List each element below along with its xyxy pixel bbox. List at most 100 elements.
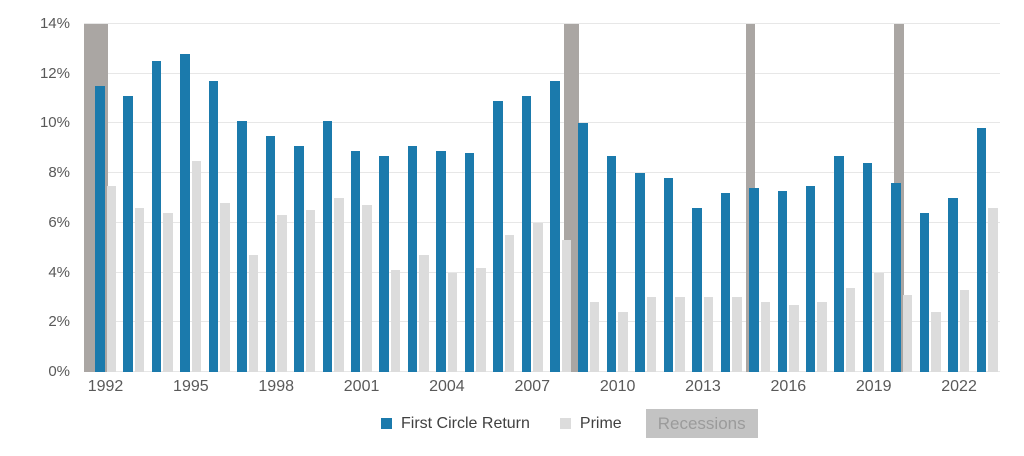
year-group [151,61,173,372]
year-group [322,120,344,372]
first-circle-bar [493,101,503,372]
first-circle-bar [862,163,873,372]
x-axis: 1992 1995 1998 2001 2004 2007 2010 2013 2016 2019… [84,378,1000,400]
year-group [862,163,884,372]
year-group [493,101,515,372]
prime-bar [760,302,771,372]
bars-row [95,24,998,372]
year-group [350,150,372,372]
year-group [436,150,458,372]
first-circle-bar [834,155,844,372]
prime-bar [248,255,259,372]
x-tick-label: 2022 [941,378,977,395]
first-circle-bar [294,145,304,372]
year-group [606,155,628,372]
year-group [464,153,486,372]
first-circle-bar [578,123,588,372]
first-circle-bar [123,96,133,372]
gridline [84,23,1000,24]
year-group [891,183,913,372]
prime-bar [419,255,429,372]
prime-bar [277,215,287,372]
x-tick-label: 2001 [343,378,380,395]
year-group [180,53,202,372]
year-group [692,207,714,372]
year-group [265,135,287,372]
y-tick-label: 0% [48,363,70,380]
year-group [663,178,685,372]
x-tick-label: 2004 [429,378,465,395]
first-circle-bar [436,150,446,372]
year-group [749,188,771,372]
prime-bar [362,205,372,372]
first-circle-bar [464,153,475,372]
prime-bar [447,272,458,372]
prime-bar [106,185,116,372]
year-group [407,145,429,372]
first-circle-bar [379,155,389,372]
prime-bar [675,297,685,372]
year-group [948,198,970,372]
x-tick-label: 2016 [770,378,807,395]
legend-item-prime: Prime [559,414,622,433]
first-circle-bar [151,61,162,372]
first-circle-bar [322,120,332,372]
prime-legend-label: Prime [579,414,622,432]
x-tick-label: 2019 [855,378,892,395]
x-tick-label: 1992 [87,378,124,395]
x-tick-label: 2010 [599,378,636,395]
year-group [777,190,799,372]
prime-bar [902,294,913,372]
prime-bar [988,207,998,372]
first-circle-bar [948,198,958,372]
y-tick-label: 12% [39,64,70,82]
first-circle-bar [521,96,532,372]
year-group [720,193,742,372]
prime-bar [874,272,884,372]
first-circle-bar [407,145,418,372]
prime-bar [334,198,344,372]
y-tick-label: 14% [39,15,70,32]
first-circle-legend-label: First Circle Return [401,414,530,432]
first-circle-bar [976,128,987,372]
prime-bar [476,267,486,372]
gridline [84,221,1000,223]
gridline [84,72,1000,74]
y-tick-label: 4% [48,263,70,281]
first-circle-bar [891,183,901,372]
legend: First Circle Return Prime Recessions [381,409,758,438]
prime-bar [845,287,856,372]
first-circle-bar [180,53,190,372]
year-group [208,81,230,372]
x-tick-label: 1998 [258,378,294,395]
first-circle-bar [265,135,276,372]
y-axis: 0% 2% 4% 6% 8% 10% 12% 14% [0,16,70,380]
legend-item-first-circle: First Circle Return [381,415,530,433]
first-circle-bar [805,185,816,372]
first-circle-bar [208,81,219,372]
prime-bar [191,160,202,372]
y-tick-label: 10% [39,114,70,132]
year-group [805,185,827,372]
gridline [84,122,1000,124]
prime-swatch-icon [559,418,571,429]
prime-bar [589,302,600,372]
year-group [578,123,600,372]
x-tick-label: 1995 [173,378,209,395]
prime-bar [533,222,543,372]
first-circle-bar [720,193,731,372]
prime-bar [817,302,827,372]
recessions-legend-box: Recessions [645,409,758,438]
year-group [294,145,316,372]
first-circle-bar [95,86,105,372]
x-tick-label: 2007 [514,378,551,395]
first-circle-bar [237,120,247,372]
prime-bar [959,289,970,372]
first-circle-bar [919,212,930,372]
year-group [379,155,401,372]
prime-bar [305,210,316,372]
gridline [84,172,1000,174]
first-circle-bar [777,190,787,372]
prime-bar [646,297,657,372]
